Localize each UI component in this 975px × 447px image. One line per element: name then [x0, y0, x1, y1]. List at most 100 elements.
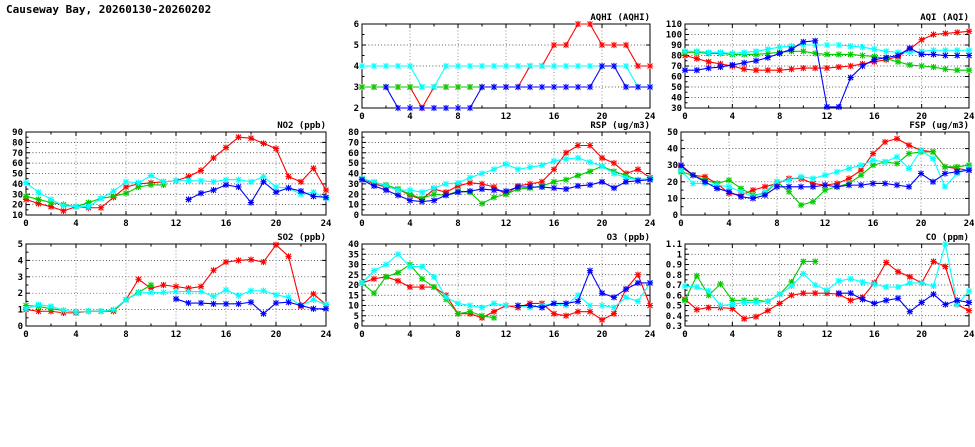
- series-line: [518, 269, 650, 309]
- data-point-marker: [586, 142, 594, 149]
- data-point-marker: [430, 184, 438, 192]
- data-point-marker: [490, 187, 498, 194]
- data-point-marker: [322, 194, 330, 201]
- chart-co: 0.30.40.50.60.70.80.911.1 0 4 8 12 16 20 24 CO (…: [666, 233, 975, 340]
- x-tick-label: 12: [171, 219, 182, 229]
- series-day3: [22, 286, 330, 316]
- data-point-marker: [394, 269, 402, 276]
- data-point-marker: [693, 48, 700, 55]
- data-point-marker: [562, 149, 570, 156]
- data-point-marker: [466, 179, 474, 186]
- series-day3: [22, 172, 330, 210]
- y-tick-label: 4: [354, 62, 360, 72]
- data-point-marker: [147, 281, 155, 289]
- data-point-marker: [35, 308, 42, 315]
- data-point-marker: [930, 63, 937, 71]
- data-point-marker: [929, 148, 937, 156]
- data-point-marker: [835, 103, 842, 111]
- data-point-marker: [122, 190, 130, 197]
- chart-panel-rsp: 0 10 20 30 40 50 60 70 80 0 4 8 12 16 20 24 RSP (ug/m3): [336, 118, 656, 231]
- data-point-marker: [574, 20, 582, 28]
- data-point-marker: [172, 288, 180, 295]
- y-tick-label: 5: [18, 240, 23, 250]
- data-point-marker: [97, 195, 105, 202]
- data-point-marker: [883, 283, 890, 291]
- data-point-marker: [646, 176, 654, 183]
- data-point-marker: [72, 308, 80, 316]
- data-point-marker: [22, 179, 30, 186]
- data-point-marker: [954, 297, 961, 304]
- y-tick-label: 50: [12, 170, 23, 180]
- data-point-marker: [883, 48, 890, 55]
- data-point-marker: [574, 308, 582, 315]
- x-tick-label: 16: [869, 112, 880, 122]
- data-point-marker: [622, 62, 630, 70]
- x-tick-label: 24: [964, 112, 975, 122]
- data-point-marker: [942, 30, 949, 37]
- data-point-marker: [881, 158, 889, 165]
- data-point-marker: [918, 62, 925, 70]
- data-point-marker: [490, 166, 498, 173]
- x-tick-label: 0: [23, 219, 28, 229]
- data-point-marker: [942, 47, 949, 54]
- x-tick-label: 20: [916, 219, 927, 229]
- x-tick-label: 12: [171, 330, 182, 340]
- series-day3: [681, 240, 973, 309]
- data-point-marker: [478, 312, 486, 319]
- data-point-marker: [370, 267, 378, 274]
- data-point-marker: [906, 45, 913, 52]
- chart-panel-no2: 10 20 30 40 50 60 70 80 90 0 4 8 12 16 20 24 NO2 (ppb): [0, 118, 336, 231]
- data-point-marker: [47, 196, 55, 203]
- data-point-marker: [965, 52, 973, 59]
- data-point-marker: [622, 83, 630, 91]
- chart-title: FSP (ug/m3): [909, 121, 969, 131]
- data-point-marker: [297, 178, 305, 185]
- data-point-marker: [160, 181, 167, 189]
- data-point-marker: [322, 187, 330, 194]
- data-point-marker: [97, 204, 105, 211]
- data-point-marker: [47, 199, 55, 206]
- data-point-marker: [965, 162, 973, 169]
- data-point-marker: [800, 65, 807, 72]
- data-point-marker: [681, 48, 689, 55]
- data-point-marker: [598, 316, 606, 323]
- data-point-marker: [370, 275, 378, 282]
- data-point-marker: [894, 268, 902, 275]
- data-point-marker: [752, 313, 760, 320]
- data-point-marker: [454, 189, 462, 196]
- series-day4: [681, 37, 973, 111]
- data-point-marker: [788, 292, 795, 299]
- y-tick-label: 6: [354, 20, 359, 30]
- x-tick-label: 8: [455, 330, 460, 340]
- data-point-marker: [833, 183, 841, 190]
- series-line: [684, 260, 816, 302]
- data-point-marker: [737, 193, 745, 200]
- data-point-marker: [941, 170, 949, 177]
- data-point-marker: [586, 267, 594, 274]
- data-point-marker: [502, 191, 510, 198]
- data-point-marker: [883, 259, 890, 266]
- data-point-marker: [809, 183, 817, 190]
- y-tick-label: 100: [666, 31, 682, 41]
- data-point-marker: [835, 63, 842, 71]
- data-point-marker: [430, 283, 438, 291]
- y-tick-label: 50: [671, 83, 682, 93]
- data-point-marker: [689, 172, 697, 179]
- y-tick-label: 50: [667, 128, 678, 138]
- data-point-marker: [185, 173, 192, 180]
- data-point-marker: [776, 44, 783, 51]
- data-point-marker: [906, 273, 913, 280]
- data-point-marker: [906, 49, 913, 56]
- data-point-marker: [729, 50, 736, 57]
- y-tick-label: 0: [354, 211, 359, 221]
- x-tick-label: 4: [407, 112, 413, 122]
- data-point-marker: [550, 157, 558, 165]
- x-tick-label: 16: [221, 219, 232, 229]
- chart-title: RSP (ug/m3): [590, 121, 650, 131]
- data-point-marker: [646, 279, 654, 287]
- data-point-marker: [857, 167, 865, 174]
- data-point-marker: [800, 270, 807, 277]
- data-point-marker: [942, 52, 949, 59]
- x-tick-label: 8: [455, 219, 460, 229]
- data-point-marker: [147, 285, 155, 292]
